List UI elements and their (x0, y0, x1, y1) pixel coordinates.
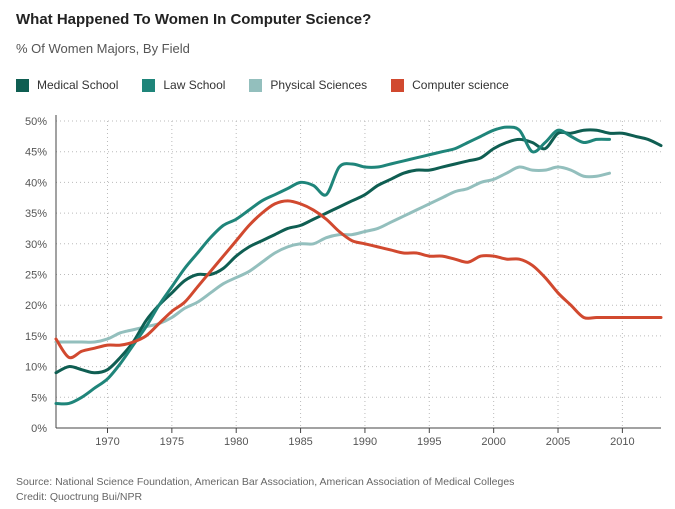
y-tick-label: 25% (25, 270, 47, 282)
y-tick-label: 0% (31, 423, 47, 435)
y-tick-label: 15% (25, 331, 47, 343)
legend-swatch (16, 78, 29, 92)
y-tick-label: 45% (25, 147, 47, 159)
x-tick-label: 2010 (610, 436, 634, 448)
x-tick-label: 1970 (95, 436, 119, 448)
axes: 0% 5% 10% 15% 20% 25% 30% 35% 40% 45% 50% 1970 1975 1… (25, 115, 661, 448)
legend-label: Physical Sciences (270, 78, 368, 92)
legend-item-medical-school: Medical School (16, 78, 118, 92)
series-line-physical-sciences (54, 165, 612, 344)
series-lines (54, 125, 663, 406)
series-line-law-school (54, 125, 612, 406)
legend-item-law-school: Law School (142, 78, 225, 92)
grid (56, 120, 661, 429)
x-tick-label: 1975 (160, 436, 184, 448)
source-note: Source: National Science Foundation, Ame… (16, 476, 515, 488)
legend-swatch (249, 78, 263, 92)
legend-label: Law School (163, 78, 226, 92)
legend-item-physical-sciences: Physical Sciences (249, 78, 367, 92)
x-tick-label: 1980 (224, 436, 248, 448)
x-tick-label: 2000 (481, 436, 505, 448)
legend-label: Computer science (412, 78, 509, 92)
x-tick-label: 2005 (546, 436, 570, 448)
y-tick-label: 35% (25, 208, 47, 220)
y-tick-label: 20% (25, 300, 47, 312)
legend-swatch (391, 78, 405, 92)
chart-subtitle: % Of Women Majors, By Field (16, 41, 190, 56)
series-line-computer-science (54, 199, 663, 360)
x-tick-label: 1995 (417, 436, 441, 448)
legend-label: Medical School (37, 78, 119, 92)
x-tick-label: 1985 (288, 436, 312, 448)
legend-swatch (142, 78, 156, 92)
y-tick-label: 50% (25, 116, 47, 128)
y-tick-label: 10% (25, 362, 47, 374)
credit-note: Credit: Quoctrung Bui/NPR (16, 491, 143, 503)
legend-item-computer-science: Computer science (391, 78, 509, 92)
legend: Medical School Law School Physical Scien… (16, 78, 533, 92)
y-tick-label: 30% (25, 239, 47, 251)
y-tick-label: 5% (31, 392, 47, 404)
chart-title: What Happened To Women In Computer Scien… (16, 11, 372, 28)
x-tick-label: 1990 (353, 436, 377, 448)
y-tick-label: 40% (25, 177, 47, 189)
